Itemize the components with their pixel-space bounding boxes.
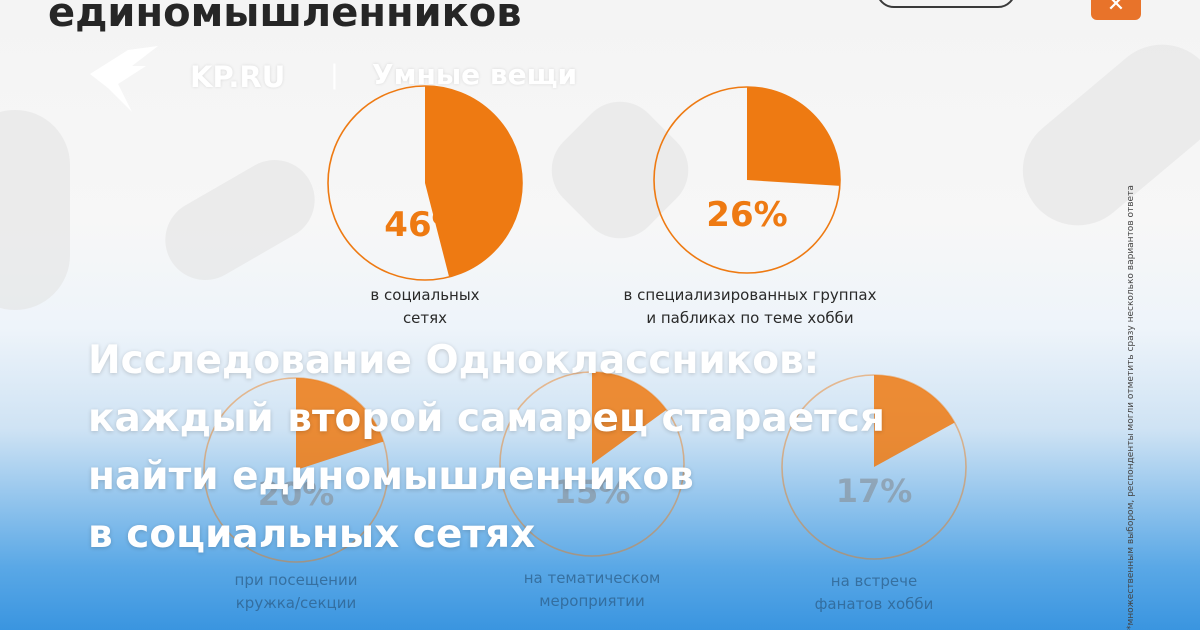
pie-caption-line: на тематическом (523, 569, 661, 587)
decor-shape (0, 110, 70, 310)
pie-percent-label: 17% (836, 472, 913, 510)
side-footnote-text: *множественным выбором, респонденты могл… (1126, 185, 1136, 630)
headline-line: найти единомышленников (88, 454, 694, 499)
infographic-heading: единомышленников (48, 0, 522, 36)
article-headline[interactable]: Исследование Одноклассников: каждый втор… (88, 332, 1088, 564)
pie-percent-label: 20% (258, 475, 335, 513)
pie-caption-line: кружка/секции (235, 594, 357, 612)
brand-separator: | (330, 60, 339, 90)
pie-slice (874, 375, 955, 467)
pie-caption: на встрече фанатов хобби (774, 570, 974, 616)
pie-percent-label: 26% (706, 195, 787, 235)
pie-caption: на тематическом мероприятии (492, 567, 692, 613)
pie-slice (747, 87, 840, 186)
pie-caption: при посещении кружка/секции (196, 569, 396, 615)
pie-slice (425, 86, 522, 277)
pie-caption-line: мероприятии (539, 592, 645, 610)
pie-caption-line: и пабликах по теме хобби (646, 309, 854, 327)
pie-caption-line: на встрече (830, 572, 918, 590)
brand-site[interactable]: KP.RU (190, 60, 286, 94)
brand-section[interactable]: Умные вещи (372, 58, 578, 91)
headline-line: в социальных сетях (88, 512, 536, 557)
close-icon[interactable]: ✕ (1091, 0, 1141, 20)
pie-percent-label: 15% (554, 473, 631, 511)
pie-caption-line: при посещении (234, 571, 358, 589)
pie-slice (592, 372, 667, 464)
pie-caption: в социальных сетях (325, 284, 525, 330)
headline-line: Исследование Одноклассников: (88, 338, 820, 383)
pie-caption-line: сетях (402, 309, 448, 327)
headline-line: каждый второй самарец старается (88, 396, 885, 441)
pie-percent-label: 46% (384, 205, 465, 245)
swallow-bird-icon (90, 46, 158, 112)
pie-caption-line: в специализированных группах (623, 286, 877, 304)
pie-caption-line: фанатов хобби (814, 595, 934, 613)
pie-caption: в специализированных группах и пабликах п… (570, 284, 930, 330)
side-footnote: *множественным выбором, респонденты могл… (1126, 150, 1140, 630)
pie-caption-line: в социальных (370, 286, 480, 304)
pie-slice (296, 378, 384, 470)
